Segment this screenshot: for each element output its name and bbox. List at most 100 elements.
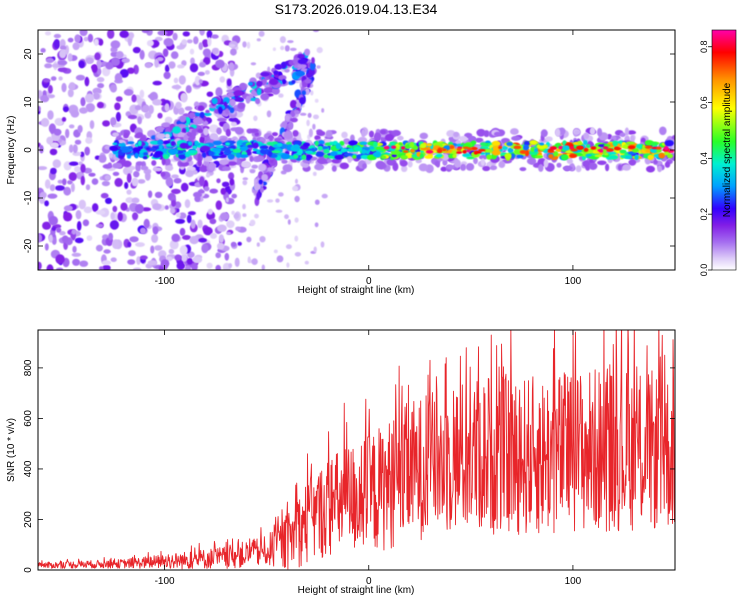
spectrogram-cell [449, 145, 455, 150]
spectrogram-cell [94, 52, 101, 61]
spectrogram-cell [314, 222, 319, 228]
spectrogram-cell [185, 151, 191, 158]
spectrogram-cell [235, 97, 244, 102]
spectrogram-cell [419, 153, 424, 159]
y-tick-label: 10 [23, 96, 34, 108]
spectrogram-cell [575, 165, 582, 173]
spectrogram-cell [152, 203, 162, 211]
spectrogram-cell [510, 153, 516, 159]
spectrogram-cell [344, 152, 354, 157]
spectrogram-cell [215, 264, 221, 270]
spectrogram-cell [108, 152, 114, 159]
spectrogram-cell [246, 41, 251, 49]
spectrogram-cell [207, 208, 213, 215]
spectrogram-cell [226, 220, 235, 229]
spectrogram-cell [380, 155, 387, 159]
spectrogram-cell [139, 255, 148, 260]
spectrogram-cell [603, 146, 609, 150]
spectrogram-cell [266, 199, 274, 203]
spectrogram-cell [47, 110, 54, 120]
spectrogram-cell [259, 145, 269, 149]
spectrogram-cell [181, 127, 187, 133]
spectrogram-cell [75, 210, 82, 220]
spectrogram-cell [215, 87, 223, 97]
spectrogram-cell [454, 159, 461, 168]
spectrogram-cell [326, 158, 333, 163]
spectrogram-cell [294, 195, 300, 203]
spectrogram-cell [211, 97, 218, 105]
spectrogram-cell [197, 128, 204, 133]
spectrogram-cell [102, 120, 111, 127]
spectrogram-cell [341, 131, 348, 139]
spectrogram-cell [91, 64, 98, 73]
spectrogram-cell [99, 266, 104, 270]
spectrogram-cell [470, 146, 478, 151]
snr-frame [37, 329, 676, 571]
spectrogram-cell [334, 154, 345, 160]
spectrogram-cell [254, 213, 259, 219]
spectrogram-cell [67, 88, 74, 98]
spectrogram-cell [304, 48, 311, 56]
spectrogram-cell [172, 32, 178, 41]
spectrogram-cell [112, 239, 120, 250]
spectrogram-cell [111, 57, 120, 67]
spectrogram-cell [619, 149, 627, 154]
spectrogram-cell [230, 241, 237, 247]
spectrogram-y-axis: -20 -10 0 10 20 [23, 48, 675, 253]
spectrogram-cell [222, 166, 231, 171]
spectrogram-cell [252, 142, 259, 149]
spectrogram-cell [49, 148, 58, 156]
spectrogram-cell [666, 153, 674, 159]
spectrogram-cell [605, 163, 610, 172]
spectrogram-cell [473, 157, 478, 165]
spectrogram-cell [131, 94, 137, 103]
spectrogram-cell [188, 112, 196, 119]
spectrogram-cell [306, 154, 313, 159]
spectrogram-cell [261, 174, 269, 181]
spectrogram-cell [258, 163, 267, 172]
y-tick-label: 20 [23, 48, 34, 60]
spectrogram-cell [170, 141, 176, 147]
spectrogram-cell [216, 178, 221, 184]
spectrogram-cell [440, 166, 448, 172]
spectrogram-cell [203, 186, 210, 192]
spectrogram-cell [75, 74, 86, 81]
spectrogram-cell [53, 39, 61, 49]
spectrogram-cell [264, 84, 270, 88]
spectrogram-cell [85, 184, 91, 191]
spectrogram-cell [134, 152, 139, 159]
spectrogram-cell [375, 160, 386, 169]
spectrogram-cell [211, 147, 222, 152]
y-tick-label: -10 [23, 190, 34, 205]
spectrogram-cell [121, 58, 130, 63]
spectrogram-cell [53, 33, 62, 39]
spectrogram-cell [304, 88, 310, 96]
y-tick-label: 200 [23, 511, 34, 528]
spectrogram-cell [217, 242, 225, 250]
spectrogram-cell [168, 61, 176, 69]
spectrogram-cell [63, 106, 69, 112]
spectrogram-cell [177, 107, 185, 115]
spectrogram-cell [237, 241, 242, 246]
spectrogram-cell [165, 165, 174, 172]
spectrogram-cell [462, 150, 467, 154]
spectrogram-cell [290, 99, 297, 109]
spectrogram-cell [143, 152, 149, 156]
spectrogram-cell [301, 90, 306, 96]
spectrogram-cell [340, 148, 348, 153]
spectrogram-cell [141, 30, 150, 34]
spectrogram-cell [79, 107, 88, 114]
spectrogram-cell [582, 160, 590, 166]
spectrogram-cell [38, 105, 41, 112]
spectrogram-cell [189, 48, 195, 55]
spectrogram-cell [72, 151, 82, 156]
spectrogram-cell [63, 186, 72, 196]
spectrogram-cell [312, 123, 316, 130]
spectrogram-cell [139, 227, 147, 234]
spectrogram-cell [293, 144, 300, 149]
spectrogram-cell [50, 167, 57, 175]
snr-y-axis: 0 200 400 600 800 [23, 359, 675, 573]
spectrogram-cell [180, 182, 189, 192]
spectrogram-cell [199, 165, 209, 173]
spectrogram-cell [169, 239, 179, 250]
